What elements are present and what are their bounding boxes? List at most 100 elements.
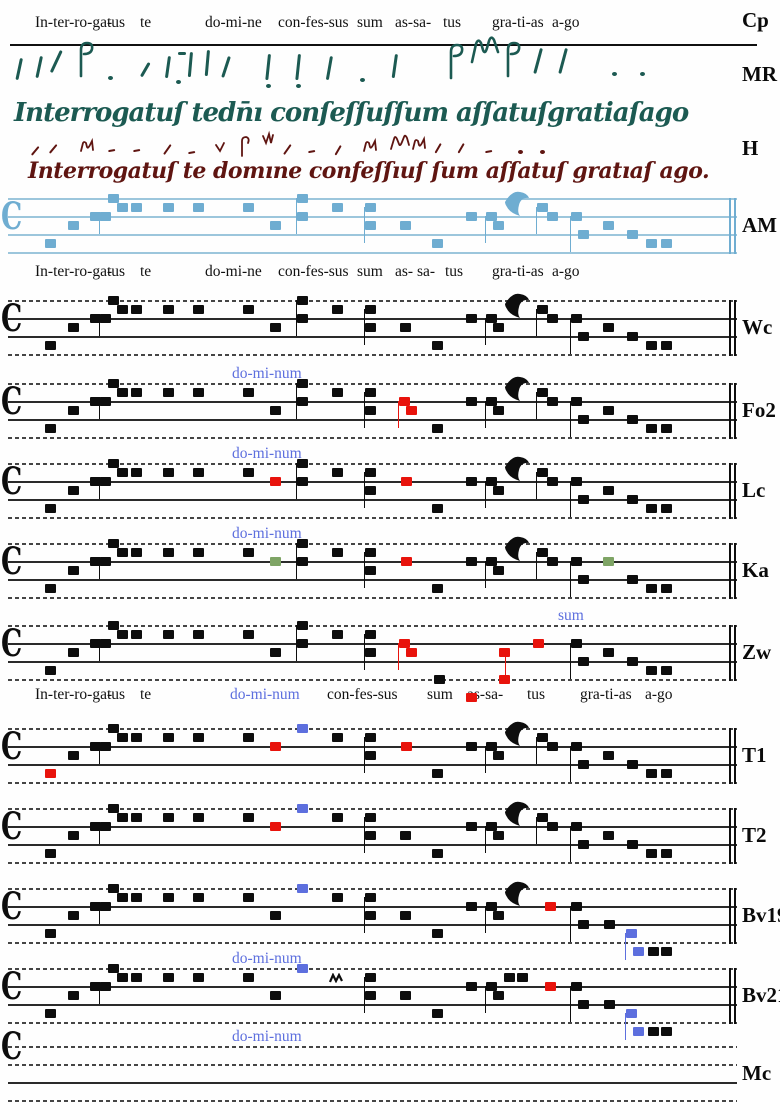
note — [297, 620, 308, 630]
neume-glyph — [506, 41, 521, 78]
note — [486, 396, 497, 406]
note — [163, 812, 174, 822]
note — [571, 556, 582, 566]
note — [193, 892, 204, 902]
note — [45, 583, 56, 593]
note — [163, 304, 174, 314]
neume-dot — [108, 76, 113, 80]
note — [537, 304, 548, 314]
syllable: gra-ti-as — [580, 686, 632, 703]
neume-glyph — [363, 137, 377, 152]
c-clef: C — [1, 964, 23, 1008]
note — [547, 396, 558, 406]
stem — [296, 463, 298, 499]
end-barline — [734, 463, 736, 519]
note — [571, 313, 582, 323]
syllable: do-mi-num — [230, 686, 300, 703]
ornament-curve — [505, 536, 529, 561]
neume-glyph — [390, 134, 410, 150]
note — [571, 981, 582, 991]
neume-stroke — [485, 150, 493, 153]
neume-stroke — [533, 48, 543, 74]
stem — [364, 472, 366, 508]
staff-line — [8, 625, 737, 627]
stem — [536, 207, 538, 234]
end-barline — [734, 625, 736, 681]
note — [365, 830, 376, 840]
note — [537, 387, 548, 397]
note — [90, 313, 101, 323]
note — [603, 322, 614, 332]
staff-line — [8, 561, 737, 563]
note — [401, 556, 412, 566]
variant-label: do-mi-num — [232, 365, 302, 382]
ornament-curve — [505, 881, 529, 906]
note — [131, 467, 142, 477]
stem — [398, 401, 400, 428]
note — [270, 990, 281, 1000]
syllable: tus — [443, 14, 462, 31]
note — [646, 768, 657, 778]
note — [400, 990, 411, 1000]
stem — [364, 207, 366, 243]
note — [661, 848, 672, 858]
note — [365, 202, 376, 212]
syllable: gra-ti-as — [492, 14, 544, 31]
note — [646, 503, 657, 513]
stem — [570, 906, 572, 942]
neume-stroke — [265, 54, 271, 81]
note — [163, 387, 174, 397]
note — [646, 340, 657, 350]
neume-stroke — [163, 144, 172, 155]
note — [486, 313, 497, 323]
note — [432, 928, 443, 938]
neume-stroke — [133, 149, 141, 152]
note — [627, 656, 638, 666]
ornament-curve — [505, 801, 529, 826]
note — [270, 220, 281, 230]
note — [578, 414, 589, 424]
stem — [570, 401, 572, 437]
neume-dot — [176, 80, 181, 84]
staff-line — [8, 1004, 737, 1006]
note — [633, 1026, 644, 1036]
stem — [99, 826, 101, 844]
note — [571, 901, 582, 911]
note — [400, 910, 411, 920]
note — [163, 547, 174, 557]
note — [131, 892, 142, 902]
note — [486, 981, 497, 991]
note — [537, 202, 548, 212]
variant-label: do-mi-num — [232, 1028, 302, 1045]
end-barline — [729, 968, 731, 1024]
note — [108, 295, 119, 305]
note — [270, 322, 281, 332]
staff-line — [8, 481, 737, 483]
neume-stroke — [108, 149, 116, 152]
note — [332, 304, 343, 314]
note — [486, 821, 497, 831]
note — [578, 759, 589, 769]
stem — [364, 737, 366, 773]
syllable: In-ter-ro-ga- — [35, 14, 113, 31]
end-barline — [729, 625, 731, 681]
staff-line — [8, 808, 737, 810]
neume-glyph — [215, 142, 225, 153]
syllable: gra-ti-as — [492, 263, 544, 280]
neume-glyph — [79, 41, 94, 78]
note — [626, 928, 637, 938]
note — [90, 821, 101, 831]
syllable: tus — [107, 263, 126, 280]
note — [100, 396, 111, 406]
note — [90, 211, 101, 221]
end-barline — [734, 728, 736, 784]
stem — [99, 906, 101, 924]
note — [661, 946, 672, 956]
note — [661, 503, 672, 513]
neume-stroke — [49, 50, 63, 73]
source-label: H — [742, 136, 759, 160]
note — [499, 674, 510, 684]
neume-stroke — [457, 143, 465, 154]
note — [547, 821, 558, 831]
